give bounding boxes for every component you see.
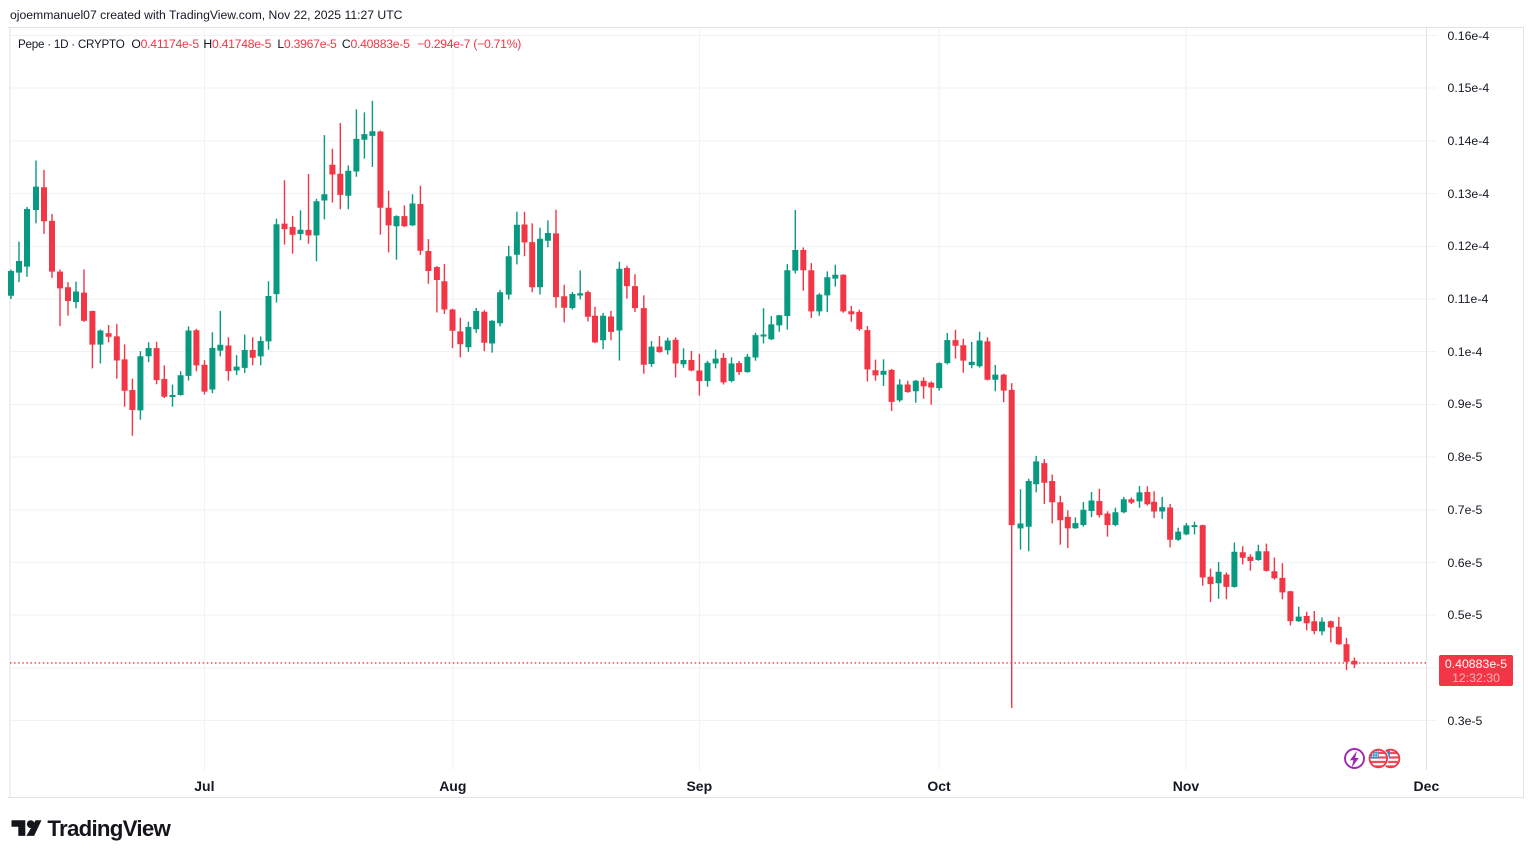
svg-text:TradingView: TradingView xyxy=(47,818,171,841)
